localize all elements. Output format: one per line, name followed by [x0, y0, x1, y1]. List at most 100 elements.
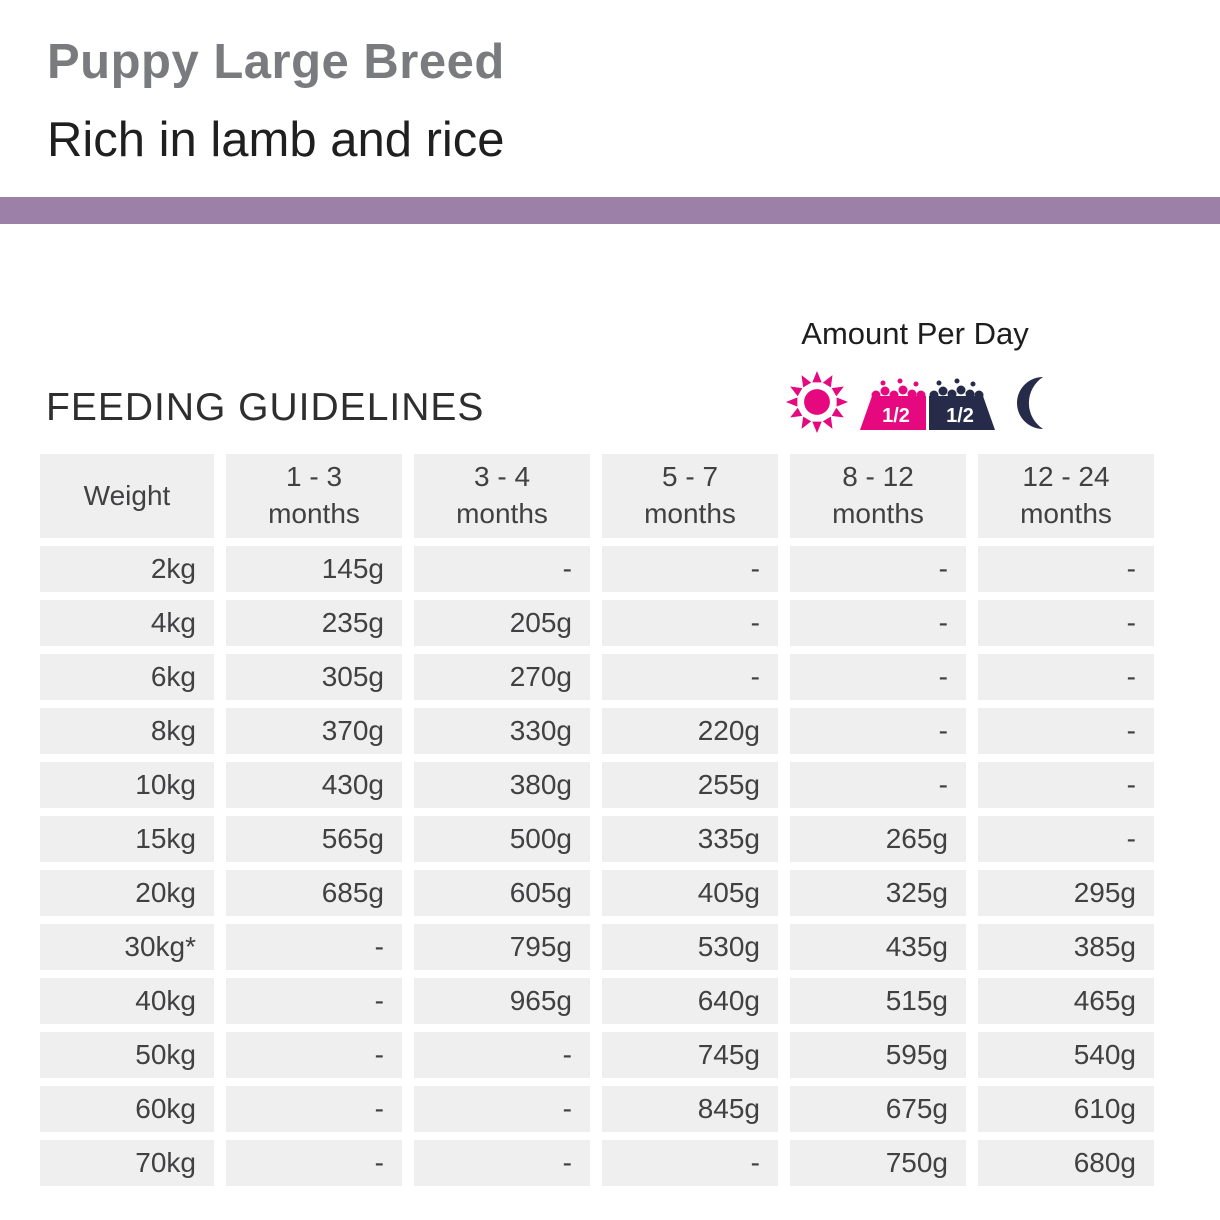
- amount-cell: 745g: [602, 1032, 778, 1078]
- amount-per-day-icons: 1/2 1/2: [786, 370, 1060, 439]
- product-title: Puppy Large Breed: [47, 35, 505, 89]
- weight-cell: 10kg: [40, 762, 214, 808]
- amount-cell: -: [414, 1032, 590, 1078]
- column-header-1-3-months: 1 - 3 months: [226, 454, 402, 538]
- table-row: 4kg 235g 205g - - -: [40, 600, 1154, 646]
- amount-cell: 680g: [978, 1140, 1154, 1186]
- amount-cell: 540g: [978, 1032, 1154, 1078]
- table-row: 50kg - -745g 595g 540g: [40, 1032, 1154, 1078]
- table-row: 10kg 430g 380g 255g - -: [40, 762, 1154, 808]
- table-row: 40kg -965g 640g 515g 465g: [40, 978, 1154, 1024]
- amount-cell: 305g: [226, 654, 402, 700]
- amount-cell: 335g: [602, 816, 778, 862]
- amount-cell: -: [602, 546, 778, 592]
- amount-cell: 205g: [414, 600, 590, 646]
- amount-cell: 385g: [978, 924, 1154, 970]
- amount-cell: -: [226, 1032, 402, 1078]
- amount-cell: 845g: [602, 1086, 778, 1132]
- amount-cell: -: [602, 654, 778, 700]
- amount-cell: 565g: [226, 816, 402, 862]
- amount-cell: -: [790, 546, 966, 592]
- amount-cell: 685g: [226, 870, 402, 916]
- amount-cell: 295g: [978, 870, 1154, 916]
- amount-cell: 220g: [602, 708, 778, 754]
- table-row: 20kg 685g 605g 405g 325g 295g: [40, 870, 1154, 916]
- amount-cell: 530g: [602, 924, 778, 970]
- amount-cell: -: [414, 546, 590, 592]
- amount-cell: -: [414, 1140, 590, 1186]
- amount-cell: 380g: [414, 762, 590, 808]
- column-header-3-4-months: 3 - 4 months: [414, 454, 590, 538]
- table-header-row: Weight 1 - 3 months 3 - 4 months 5 - 7 m…: [40, 454, 1154, 538]
- amount-cell: 605g: [414, 870, 590, 916]
- half-portion-morning: [860, 378, 926, 430]
- feeding-table-body: 2kg 145g - - - -4kg 235g 205g - - -6kg 305g 270g - - -8…: [40, 546, 1154, 1186]
- table-row: 60kg - -845g 675g 610g: [40, 1086, 1154, 1132]
- amount-cell: -: [790, 708, 966, 754]
- amount-cell: 270g: [414, 654, 590, 700]
- amount-cell: -: [978, 762, 1154, 808]
- feeding-table: Weight 1 - 3 months 3 - 4 months 5 - 7 m…: [28, 446, 1166, 1194]
- amount-cell: 330g: [414, 708, 590, 754]
- amount-cell: 370g: [226, 708, 402, 754]
- table-row: 70kg - - -750g 680g: [40, 1140, 1154, 1186]
- amount-cell: -: [602, 600, 778, 646]
- weight-cell: 30kg*: [40, 924, 214, 970]
- amount-cell: -: [978, 600, 1154, 646]
- amount-cell: -: [226, 1140, 402, 1186]
- weight-cell: 20kg: [40, 870, 214, 916]
- amount-cell: 640g: [602, 978, 778, 1024]
- column-header-weight: Weight: [40, 454, 214, 538]
- amount-cell: 500g: [414, 816, 590, 862]
- column-header-5-7-months: 5 - 7 months: [602, 454, 778, 538]
- weight-cell: 60kg: [40, 1086, 214, 1132]
- amount-cell: 595g: [790, 1032, 966, 1078]
- amount-cell: 675g: [790, 1086, 966, 1132]
- amount-cell: -: [602, 1140, 778, 1186]
- half-portion-evening: [929, 378, 995, 430]
- table-row: 2kg 145g - - - -: [40, 546, 1154, 592]
- amount-cell: 145g: [226, 546, 402, 592]
- sun-icon: [786, 371, 848, 438]
- table-row: 30kg* -795g 530g 435g 385g: [40, 924, 1154, 970]
- weight-cell: 6kg: [40, 654, 214, 700]
- amount-cell: 465g: [978, 978, 1154, 1024]
- amount-per-day-label: Amount Per Day: [801, 316, 1029, 351]
- portion-morning-label: 1/2: [882, 405, 910, 427]
- amount-cell: 255g: [602, 762, 778, 808]
- weight-cell: 70kg: [40, 1140, 214, 1186]
- moon-icon: [1008, 371, 1060, 438]
- amount-cell: -: [226, 924, 402, 970]
- amount-cell: 750g: [790, 1140, 966, 1186]
- amount-cell: 235g: [226, 600, 402, 646]
- weight-cell: 8kg: [40, 708, 214, 754]
- amount-cell: 795g: [414, 924, 590, 970]
- weight-cell: 2kg: [40, 546, 214, 592]
- weight-cell: 40kg: [40, 978, 214, 1024]
- amount-cell: -: [790, 600, 966, 646]
- weight-cell: 15kg: [40, 816, 214, 862]
- amount-cell: 965g: [414, 978, 590, 1024]
- amount-cell: -: [790, 654, 966, 700]
- amount-cell: 265g: [790, 816, 966, 862]
- amount-cell: 610g: [978, 1086, 1154, 1132]
- accent-bar: [0, 197, 1220, 224]
- column-header-8-12-months: 8 - 12 months: [790, 454, 966, 538]
- table-row: 8kg 370g 330g 220g - -: [40, 708, 1154, 754]
- amount-cell: 430g: [226, 762, 402, 808]
- amount-cell: 325g: [790, 870, 966, 916]
- weight-cell: 50kg: [40, 1032, 214, 1078]
- amount-cell: -: [226, 1086, 402, 1132]
- portion-bowls-icon: 1/2 1/2: [852, 370, 1004, 439]
- amount-cell: -: [414, 1086, 590, 1132]
- amount-cell: -: [978, 654, 1154, 700]
- column-header-12-24-months: 12 - 24 months: [978, 454, 1154, 538]
- weight-cell: 4kg: [40, 600, 214, 646]
- amount-cell: -: [978, 546, 1154, 592]
- amount-cell: -: [790, 762, 966, 808]
- section-heading: FEEDING GUIDELINES: [46, 386, 485, 429]
- table-row: 6kg 305g 270g - - -: [40, 654, 1154, 700]
- amount-cell: 515g: [790, 978, 966, 1024]
- amount-cell: -: [978, 708, 1154, 754]
